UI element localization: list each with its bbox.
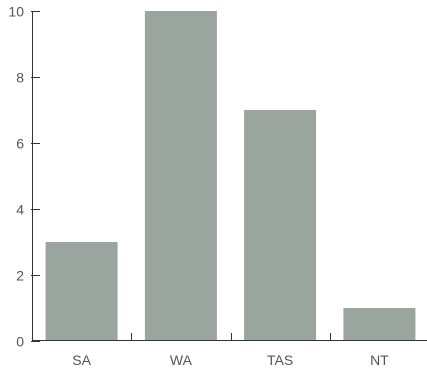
x-ticks-group: SA WA TAS NT <box>72 333 389 368</box>
x-tick-label-tas: TAS <box>267 352 293 368</box>
x-tick-label-sa: SA <box>72 352 91 368</box>
y-ticks-group: 0 2 4 6 8 10 <box>8 4 40 350</box>
bar-wa <box>144 11 217 341</box>
y-tick-label: 0 <box>16 334 24 350</box>
bars-group <box>45 11 416 341</box>
x-tick-label-nt: NT <box>370 352 389 368</box>
y-tick-label: 8 <box>16 70 24 86</box>
y-tick-label: 10 <box>8 4 24 20</box>
y-tick-label: 2 <box>16 268 24 284</box>
y-tick-label: 6 <box>16 136 24 152</box>
x-tick-label-wa: WA <box>170 352 193 368</box>
bar-tas <box>244 110 317 341</box>
y-tick-label: 4 <box>16 202 24 218</box>
bar-sa <box>45 242 118 341</box>
bar-nt <box>343 308 416 341</box>
